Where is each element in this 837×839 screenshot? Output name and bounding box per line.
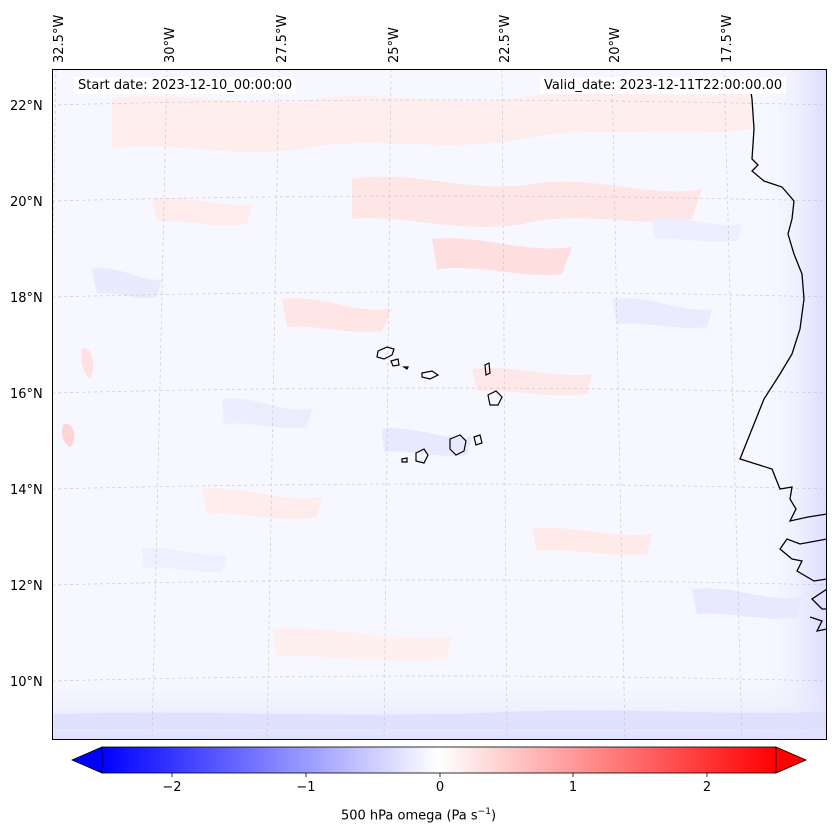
map-panel — [43, 68, 828, 741]
lon-label-17-5w: 17.5°W — [720, 14, 735, 63]
lat-label-20n: 20°N — [10, 195, 43, 210]
lat-label-16n: 16°N — [10, 387, 43, 402]
colorbar-label: 500 hPa omega (Pa s−1) — [0, 807, 837, 823]
lon-label-30w: 30°W — [163, 27, 178, 63]
south-edge-band — [52, 679, 827, 740]
colorbar-tick-1: 1 — [568, 780, 578, 795]
field-background — [52, 69, 827, 740]
colorbar — [70, 746, 808, 777]
omega-field-map — [43, 68, 828, 741]
colorbar-tick-2: 2 — [702, 780, 712, 795]
graticule — [43, 68, 828, 741]
colorbar-label-exponent: −1 — [477, 807, 491, 817]
lon-label-27-5w: 27.5°W — [275, 14, 290, 63]
colorbar-tick-neg2: −2 — [162, 780, 182, 795]
colorbar-label-main: 500 hPa omega (Pa s — [340, 808, 478, 824]
lat-label-18n: 18°N — [10, 291, 43, 306]
negative-omega-patches — [92, 217, 802, 619]
lon-label-25w: 25°W — [387, 27, 402, 63]
lon-label-20w: 20°W — [608, 27, 623, 63]
lat-label-12n: 12°N — [10, 579, 43, 594]
lon-label-32-5w: 32.5°W — [52, 14, 67, 63]
lat-label-14n: 14°N — [10, 483, 43, 498]
coastline-africa — [739, 78, 828, 632]
colorbar-tick-0: 0 — [435, 780, 445, 795]
lat-label-10n: 10°N — [10, 675, 43, 690]
colorbar-max-extend — [775, 746, 808, 774]
colorbar-body — [101, 746, 777, 774]
lat-label-22n: 22°N — [10, 99, 43, 114]
cape-verde-islands — [376, 346, 503, 464]
valid-date-label: Valid_date: 2023-12-11T22:00:00.00 — [540, 77, 787, 94]
colorbar-tick-neg1: −1 — [296, 780, 316, 795]
colorbar-min-extend — [70, 746, 103, 774]
lon-label-22-5w: 22.5°W — [498, 14, 513, 63]
start-date-label: Start date: 2023-12-10_00:00:00 — [74, 77, 297, 94]
colorbar-label-end: ) — [490, 808, 497, 824]
east-edge-band — [767, 69, 827, 740]
